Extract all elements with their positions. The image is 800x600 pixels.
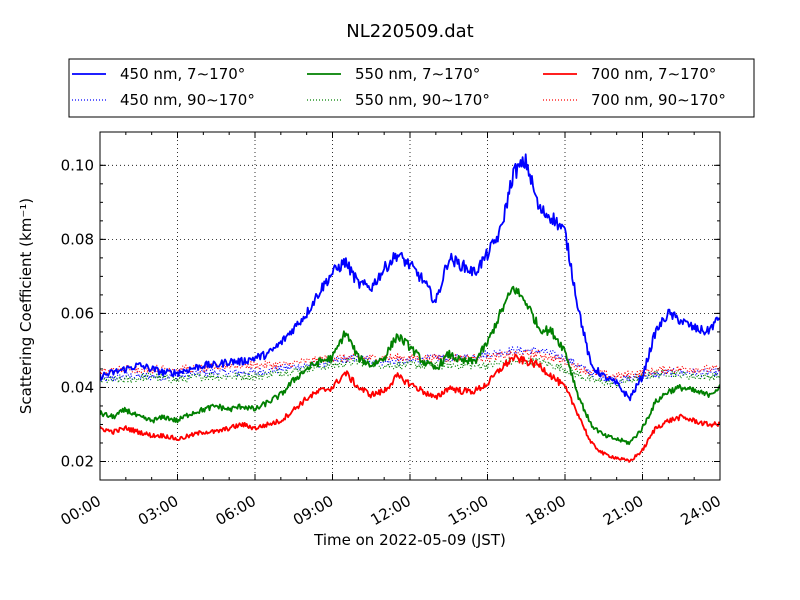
x-tick-label: 09:00 [290,492,336,529]
chart-title: NL220509.dat [346,21,473,42]
series-line [100,353,720,463]
series-line [100,285,720,446]
y-tick-label: 0.10 [61,156,94,174]
y-tick-label: 0.04 [61,378,94,396]
x-tick-label: 18:00 [523,492,569,529]
x-tick-label: 06:00 [213,492,259,529]
legend-box [68,58,755,118]
legend-label: 550 nm, 90∼170° [355,91,490,109]
x-tick-label: 00:00 [58,492,104,529]
legend-label: 700 nm, 90∼170° [591,91,726,109]
axis-ticks: 00:00 03:00 06:00 09:00 12:00 15:00 18:00 21:00… [58,132,724,529]
y-axis-label: Scattering Coefficient (km⁻¹) [17,198,35,414]
y-tick-label: 0.08 [61,230,94,248]
x-tick-label: 12:00 [368,492,414,529]
data-lines [100,153,720,463]
x-tick-label: 21:00 [600,492,646,529]
legend-label: 450 nm, 7∼170° [120,65,245,83]
plot-area [100,132,720,480]
x-axis-label: Time on 2022-05-09 (JST) [313,531,506,549]
x-tick-label: 15:00 [445,492,491,529]
x-tick-label: 24:00 [678,492,724,529]
legend-label: 450 nm, 90∼170° [120,91,255,109]
grid [99,132,721,480]
y-tick-label: 0.02 [61,452,94,470]
series-line [100,153,720,402]
y-tick-label: 0.06 [61,304,94,322]
legend: 450 nm, 7∼170° 450 nm, 90∼170° 550 nm, 7∼1… [68,58,755,118]
legend-label: 700 nm, 7∼170° [591,65,716,83]
legend-label: 550 nm, 7∼170° [355,65,480,83]
x-tick-label: 03:00 [135,492,181,529]
series-line [100,357,720,388]
